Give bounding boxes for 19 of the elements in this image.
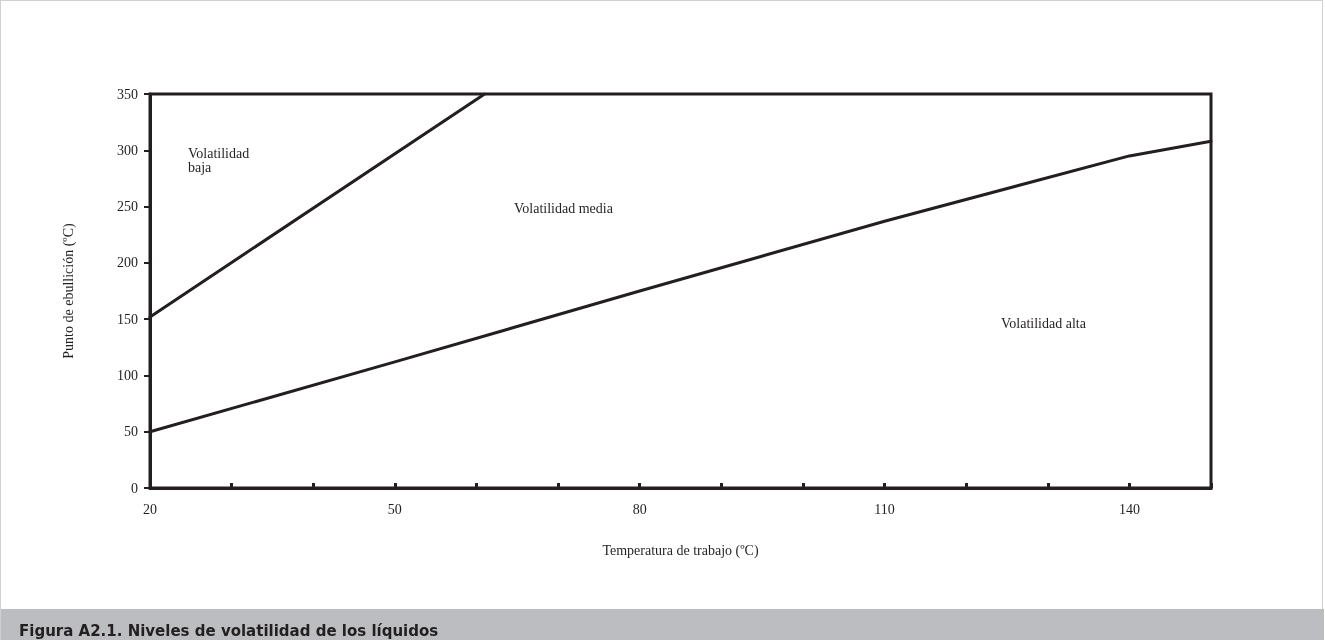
x-tick-label: 80: [632, 501, 647, 517]
text: Figura A2.1. Niveles de volatilidad de los líquidos: [1, 609, 1324, 640]
x-tick-label: 140: [1118, 501, 1140, 517]
y-axis-title: Punto de ebullición (ºC): [60, 222, 77, 359]
y-tick-label: 100: [117, 367, 138, 383]
y-tick-label: 250: [117, 199, 138, 215]
y-tick-label: 0: [131, 480, 138, 496]
x-tick-label: 50: [387, 501, 402, 517]
y-tick-label: 200: [117, 255, 138, 271]
y-tick-label: 50: [124, 424, 138, 440]
x-axis-title: Temperatura de trabajo (ºC): [602, 542, 759, 559]
x-tick-label: 110: [874, 501, 895, 517]
annotation: Volatilidad baja: [188, 145, 253, 175]
x-tick-label: 20: [143, 501, 157, 517]
y-tick-label: 300: [117, 142, 138, 158]
annotation: Volatilidad alta: [1001, 315, 1087, 331]
y-tick-label: 350: [117, 86, 138, 102]
y-tick-label: 150: [117, 311, 138, 327]
annotation: Volatilidad media: [514, 200, 614, 216]
